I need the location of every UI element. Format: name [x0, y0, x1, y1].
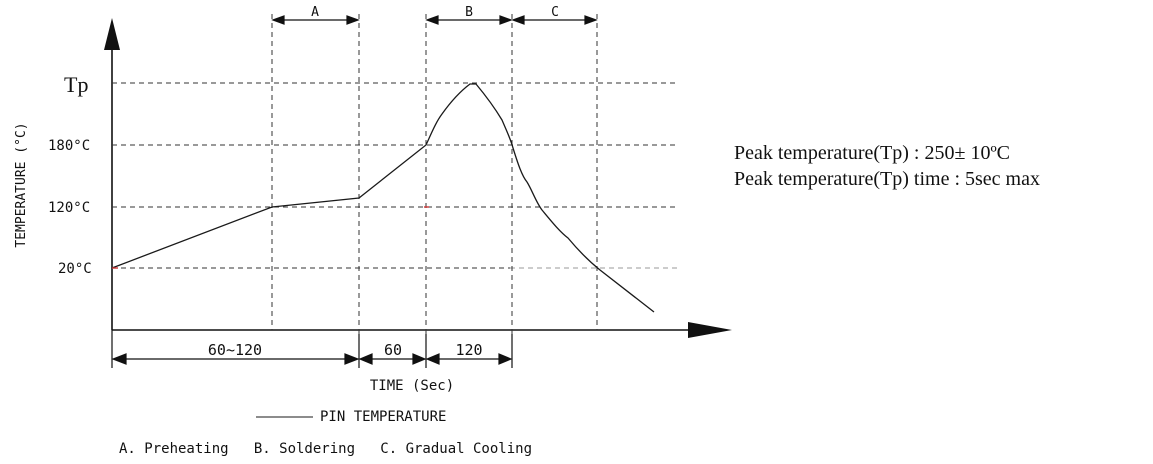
- y-tick-180: 180°C: [48, 138, 90, 154]
- duration-soldering: 120: [455, 341, 482, 359]
- peak-temperature-note: Peak temperature(Tp) : 250± 10ºC: [734, 142, 1010, 164]
- zone-arrows: [271, 15, 598, 25]
- duration-arrows: [111, 353, 513, 365]
- zone-b-letter: B: [465, 5, 473, 20]
- vertical-gridlines: [271, 14, 598, 366]
- x-axis-label: TIME (Sec): [370, 378, 454, 394]
- legend-line-label: PIN TEMPERATURE: [320, 409, 446, 425]
- duration-transition: 60: [384, 341, 402, 359]
- zone-a-letter: A: [311, 5, 319, 20]
- peak-notes: Peak temperature(Tp) : 250± 10ºC Peak te…: [734, 140, 1040, 192]
- y-tick-tp: Tp: [64, 72, 88, 97]
- x-axis-arrow: [688, 322, 732, 338]
- horizontal-gridlines: [112, 82, 678, 269]
- y-tick-120: 120°C: [48, 200, 90, 216]
- duration-preheat: 60~120: [208, 341, 262, 359]
- peak-time-note: Peak temperature(Tp) time : 5sec max: [734, 168, 1040, 190]
- red-markers: [112, 206, 429, 269]
- y-axis-arrow: [104, 18, 120, 50]
- y-tick-20: 20°C: [58, 261, 92, 277]
- duration-bracket-ticks: [111, 330, 513, 368]
- y-axis-label: TEMPERATURE (°C): [14, 122, 29, 247]
- pin-temperature-curve: [111, 83, 655, 313]
- legend-zone-line: A. Preheating B. Soldering C. Gradual Co…: [119, 441, 532, 457]
- zone-c-letter: C: [551, 5, 559, 20]
